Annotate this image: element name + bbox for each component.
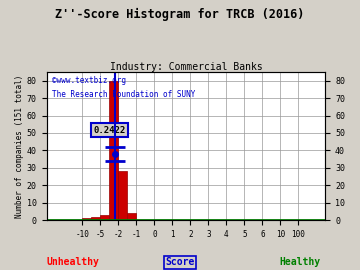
Bar (109, 81, 118, 220)
Text: Healthy: Healthy (279, 257, 320, 267)
Text: ©www.textbiz.org: ©www.textbiz.org (52, 76, 126, 85)
Y-axis label: Number of companies (151 total): Number of companies (151 total) (15, 74, 24, 218)
Text: Unhealthy: Unhealthy (47, 257, 100, 267)
Bar (100, 215, 109, 220)
Text: Score: Score (165, 257, 195, 267)
Bar (127, 213, 136, 220)
Title: Industry: Commercial Banks: Industry: Commercial Banks (109, 62, 262, 72)
Bar (91, 217, 100, 220)
Text: Z''-Score Histogram for TRCB (2016): Z''-Score Histogram for TRCB (2016) (55, 8, 305, 21)
Bar (82, 218, 91, 220)
Text: 0.2422: 0.2422 (93, 126, 126, 135)
Text: The Research Foundation of SUNY: The Research Foundation of SUNY (52, 90, 195, 99)
Bar (118, 171, 127, 220)
